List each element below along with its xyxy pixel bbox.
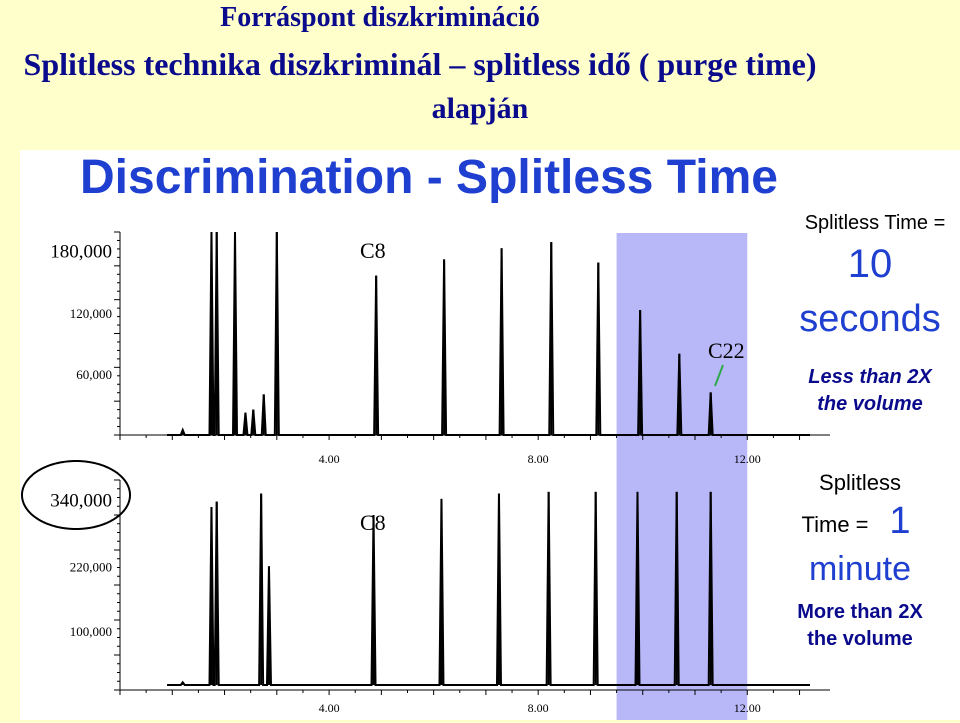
bottom-y-tick-label: 340,000 bbox=[50, 491, 112, 512]
title-line-2: Splitless technika diszkriminál – splitl… bbox=[23, 46, 817, 82]
top-c22-label: C22 bbox=[708, 338, 745, 363]
top-note-line1: Less than 2X bbox=[808, 366, 932, 388]
bottom-note-line1: More than 2X bbox=[797, 601, 923, 623]
bottom-x-tick-label: 4.00 bbox=[319, 701, 340, 715]
bottom-x-tick-label: 8.00 bbox=[528, 701, 549, 715]
bottom-label-line2: Time = bbox=[801, 512, 869, 537]
bottom-label-unit: minute bbox=[808, 550, 912, 588]
top-y-tick-label: 60,000 bbox=[76, 367, 112, 382]
chromatogram-svg: 180,000 120,000 60,000 4.00 8.00 12.00 C8 C22 34… bbox=[21, 231, 830, 720]
bottom-label-line1: Splitless bbox=[819, 470, 901, 495]
circled-max-label bbox=[21, 460, 131, 530]
top-label-line1: Splitless Time = bbox=[804, 212, 946, 234]
c22-arrow bbox=[714, 364, 724, 387]
title-line-1: Forráspont diszkrimináció bbox=[220, 2, 540, 33]
top-label-unit: seconds bbox=[799, 298, 941, 340]
slide-heading: Discrimination - Splitless Time bbox=[80, 151, 778, 204]
top-c8-label: C8 bbox=[360, 238, 386, 263]
top-x-tick-label: 12.00 bbox=[734, 452, 761, 466]
top-x-tick-label: 8.00 bbox=[528, 452, 549, 466]
bottom-y-tick-label: 220,000 bbox=[70, 559, 112, 574]
top-note-line2: the volume bbox=[817, 393, 923, 415]
title-line-3: alapján bbox=[431, 92, 529, 125]
top-x-tick-label: 4.00 bbox=[319, 452, 340, 466]
chromatogram-slide: 180,000 120,000 60,000 4.00 8.00 12.00 C8 C22 34… bbox=[20, 150, 960, 720]
bottom-y-tick-label: 100,000 bbox=[70, 624, 112, 639]
top-label-value: 10 bbox=[847, 242, 893, 286]
top-y-tick-label: 120,000 bbox=[70, 306, 112, 321]
top-y-tick-label: 180,000 bbox=[50, 241, 112, 262]
bottom-label-value: 1 bbox=[889, 500, 911, 542]
bottom-x-tick-label: 12.00 bbox=[734, 701, 761, 715]
bottom-c8-label: C8 bbox=[360, 510, 386, 535]
bottom-note-line2: the volume bbox=[807, 628, 913, 650]
